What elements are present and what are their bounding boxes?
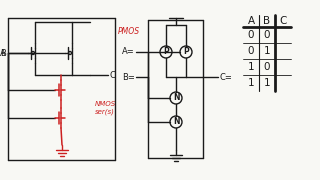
Text: PMOS: PMOS xyxy=(118,28,140,37)
Text: C: C xyxy=(110,71,116,80)
Text: 1: 1 xyxy=(248,62,254,72)
Text: P: P xyxy=(163,48,169,57)
Text: 0: 0 xyxy=(248,46,254,56)
Text: B=: B= xyxy=(122,73,135,82)
Text: N: N xyxy=(173,93,179,102)
Text: 0: 0 xyxy=(264,30,270,40)
Text: A=: A= xyxy=(122,48,135,57)
Text: A: A xyxy=(247,16,255,26)
Text: C: C xyxy=(279,16,287,26)
Text: N: N xyxy=(173,118,179,127)
Text: 1: 1 xyxy=(248,78,254,88)
Text: B: B xyxy=(0,48,6,57)
Text: NMOS
ser(s): NMOS ser(s) xyxy=(95,101,116,115)
Text: P: P xyxy=(183,48,189,57)
Text: 0: 0 xyxy=(264,62,270,72)
Text: C=: C= xyxy=(219,73,232,82)
Text: 1: 1 xyxy=(264,46,270,56)
Text: A: A xyxy=(0,48,6,57)
Text: 0: 0 xyxy=(248,30,254,40)
Text: B: B xyxy=(263,16,271,26)
Text: 1: 1 xyxy=(264,78,270,88)
